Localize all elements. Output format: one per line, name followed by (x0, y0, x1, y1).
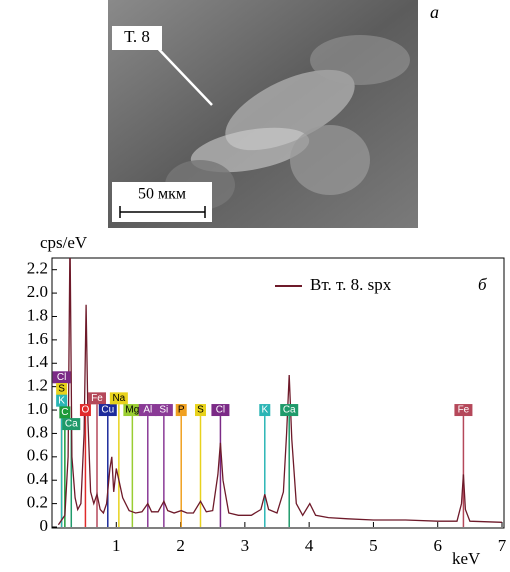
y-axis-label: cps/eV (40, 233, 88, 252)
y-tick-label: 0.4 (27, 469, 49, 488)
legend-label: Вт. т. 8. spx (310, 275, 392, 294)
element-tag (211, 404, 230, 417)
element-label: Cl (216, 405, 225, 416)
sem-image: Т. 8 50 мкм (108, 0, 418, 228)
y-tick-label: 1.0 (27, 399, 48, 418)
element-tag (175, 404, 187, 417)
element-tag (88, 392, 106, 405)
element-label: Al (143, 405, 152, 416)
element-label: S (197, 405, 204, 416)
element-label: K (261, 405, 268, 416)
element-tag (52, 371, 71, 384)
element-label: Fe (91, 393, 103, 404)
point-label: Т. 8 (124, 27, 150, 46)
element-tag (79, 404, 91, 417)
element-label: Ca (65, 419, 78, 430)
element-label: P (178, 405, 185, 416)
element-tag (195, 404, 206, 417)
y-tick-label: 2.2 (27, 259, 48, 278)
y-tick-label: 0.6 (27, 446, 48, 465)
x-tick-label: 4 (305, 536, 314, 555)
y-tick-label: 2.0 (27, 282, 48, 301)
element-tag (56, 394, 68, 407)
element-tag (138, 404, 157, 417)
element-label: O (82, 405, 90, 416)
y-tick-label: 1.2 (27, 376, 48, 395)
y-tick-label: 1.4 (27, 352, 49, 371)
element-tag (56, 382, 68, 395)
element-tag (123, 404, 142, 417)
element-tag (62, 418, 81, 431)
panel-label: а (430, 2, 439, 22)
x-axis-label: keV (452, 549, 481, 568)
element-tag (154, 404, 173, 417)
y-tick-label: 1.8 (27, 305, 48, 324)
y-tick-label: 0.2 (27, 493, 48, 512)
panel-label: б (478, 275, 487, 294)
y-tick-label: 0 (40, 516, 49, 535)
x-tick-label: 7 (498, 536, 507, 555)
element-label: Fe (458, 405, 470, 416)
element-tag (259, 404, 271, 417)
element-tag (280, 404, 299, 417)
x-tick-label: 1 (112, 536, 121, 555)
element-tag (98, 404, 117, 417)
element-label: K (58, 395, 65, 406)
y-tick-label: 1.6 (27, 329, 48, 348)
x-tick-label: 5 (369, 536, 378, 555)
scale-label: 50 мкм (138, 186, 186, 203)
plot-area (57, 258, 503, 527)
x-tick-label: 6 (433, 536, 442, 555)
x-tick-label: 2 (176, 536, 185, 555)
x-tick-label: 3 (241, 536, 250, 555)
element-label: C (61, 407, 68, 418)
element-tag (454, 404, 473, 417)
element-tag (59, 406, 71, 419)
element-label: Cu (101, 405, 114, 416)
element-label: Cl (57, 372, 66, 383)
plot-frame (51, 257, 505, 529)
spectrum-line (57, 258, 503, 526)
element-label: Na (112, 393, 125, 404)
element-label: S (58, 384, 65, 395)
y-tick-label: 0.8 (27, 422, 48, 441)
element-label: Mg (125, 405, 139, 416)
element-label: Ca (283, 405, 296, 416)
element-tag (109, 392, 128, 405)
element-label: Si (159, 405, 168, 416)
